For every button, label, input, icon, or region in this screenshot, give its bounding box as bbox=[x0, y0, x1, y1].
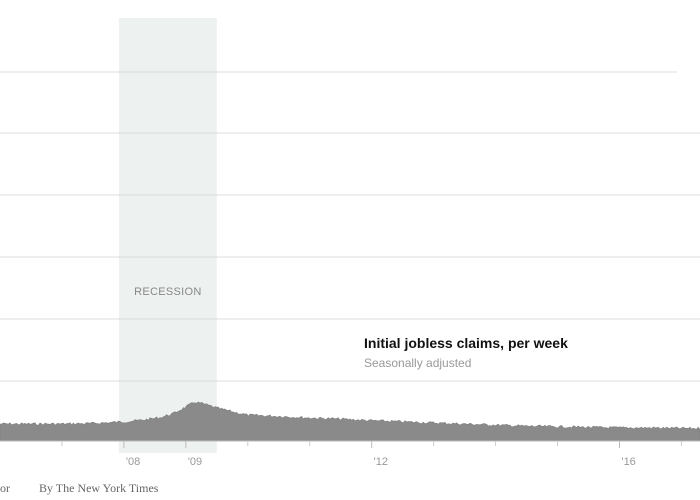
x-tick-label: '09 bbox=[188, 456, 202, 468]
series-subtitle: Seasonally adjusted bbox=[364, 356, 471, 370]
recession-label: RECESSION bbox=[134, 286, 202, 298]
x-axis: '08 '09 '12 '16 bbox=[61, 441, 682, 468]
x-tick-label: '16 bbox=[621, 456, 635, 468]
gridlines bbox=[0, 71, 700, 382]
x-tick-label: '08 bbox=[126, 456, 140, 468]
series-area bbox=[0, 401, 700, 442]
recession-shade bbox=[118, 18, 217, 453]
byline: By The New York Times bbox=[39, 481, 159, 495]
x-tick-label: '12 bbox=[374, 456, 388, 468]
series-title: Initial jobless claims, per week bbox=[364, 335, 568, 351]
recession-band bbox=[118, 18, 217, 453]
source-credit: or bbox=[0, 481, 10, 495]
jobless-claims-chart: '08 '09 '12 '16 RECESSION Initial jobless c… bbox=[0, 18, 700, 468]
series-area-layer bbox=[0, 401, 700, 442]
